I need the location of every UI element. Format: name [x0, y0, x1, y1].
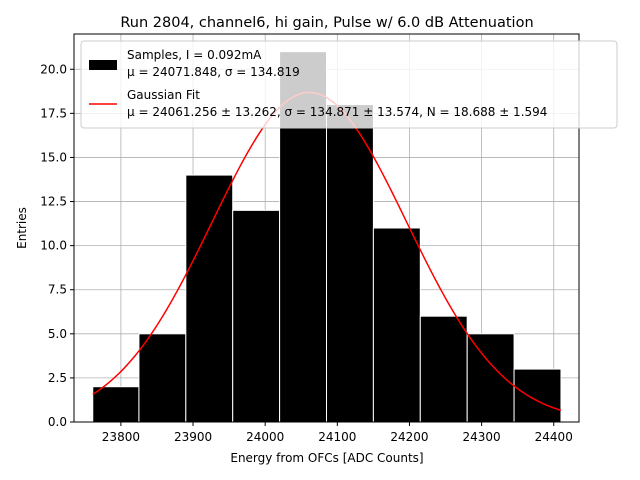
y-tick-label: 20.0 [40, 62, 67, 76]
x-tick-label: 24400 [535, 430, 573, 444]
y-tick-label: 2.5 [48, 371, 67, 385]
y-tick-label: 17.5 [40, 106, 67, 120]
y-axis-label: Entries [15, 207, 29, 249]
legend-samples-label: Samples, I = 0.092mA [127, 48, 262, 62]
axis-ticks: 23800 23900 24000 24100 24200 24300 24400 0.0 2.… [40, 62, 573, 444]
x-axis-label: Energy from OFCs [ADC Counts] [230, 451, 423, 465]
histogram-bar [419, 315, 468, 423]
histogram-bar [466, 333, 515, 423]
y-tick-label: 12.5 [40, 195, 67, 209]
histogram-bar [92, 386, 140, 423]
histogram-bar [232, 209, 281, 423]
y-tick-label: 7.5 [48, 283, 67, 297]
histogram-bar [138, 333, 187, 423]
x-tick-label: 24000 [246, 430, 284, 444]
legend-samples-swatch [89, 60, 117, 70]
x-tick-label: 23800 [102, 430, 140, 444]
histogram-bar [513, 368, 562, 423]
y-tick-label: 0.0 [48, 415, 67, 429]
chart-title: Run 2804, channel6, hi gain, Pulse w/ 6.… [120, 15, 533, 31]
histogram-bar [372, 227, 421, 423]
y-tick-label: 10.0 [40, 239, 67, 253]
plot-frame [73, 33, 580, 423]
legend: Samples, I = 0.092mA μ = 24071.848, σ = … [80, 40, 618, 129]
histogram-bar [326, 104, 374, 423]
legend-fit-label: Gaussian Fit [127, 88, 200, 102]
x-tick-label: 23900 [174, 430, 212, 444]
x-tick-label: 24300 [463, 430, 501, 444]
x-tick-label: 24200 [390, 430, 428, 444]
legend-fit-stats: μ = 24061.256 ± 13.262, σ = 134.871 ± 13… [127, 105, 547, 119]
y-tick-label: 5.0 [48, 327, 67, 341]
histogram-bar [185, 174, 234, 423]
legend-box [80, 40, 618, 129]
x-tick-label: 24100 [318, 430, 356, 444]
y-tick-label: 15.0 [40, 150, 67, 164]
legend-samples-stats: μ = 24071.848, σ = 134.819 [127, 65, 300, 79]
